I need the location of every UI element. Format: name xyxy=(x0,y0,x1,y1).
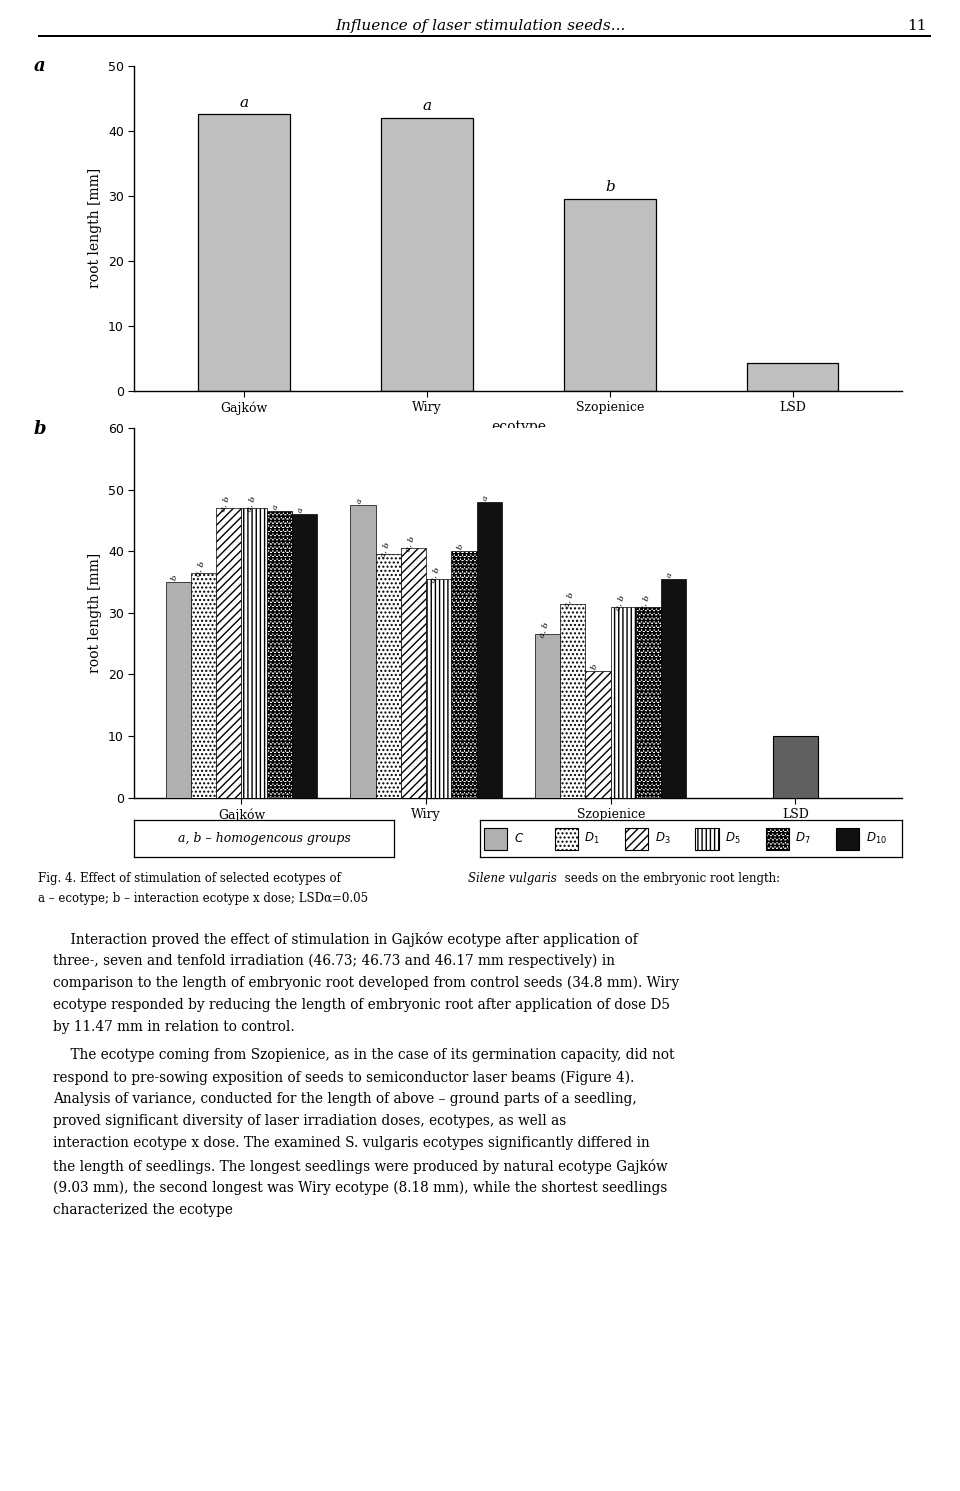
Text: Silene vulgaris: Silene vulgaris xyxy=(468,872,556,886)
Text: a: a xyxy=(481,494,490,501)
Text: a: a xyxy=(354,497,364,504)
Text: Fig. 4. Effect of stimulation of selected ecotypes of: Fig. 4. Effect of stimulation of selecte… xyxy=(38,872,345,886)
Text: proved significant diversity of laser irradiation doses, ecotypes, as well as: proved significant diversity of laser ir… xyxy=(53,1114,566,1129)
Bar xyxy=(555,828,578,850)
Text: a, b: a, b xyxy=(538,622,550,638)
Text: 11: 11 xyxy=(907,19,926,33)
Text: a, b: a, b xyxy=(403,535,416,553)
Bar xyxy=(561,604,586,798)
Bar xyxy=(242,508,267,798)
Bar xyxy=(766,828,789,850)
Text: a: a xyxy=(240,95,249,110)
Bar xyxy=(350,505,375,798)
Bar xyxy=(484,828,508,850)
X-axis label: ecotype: ecotype xyxy=(491,828,546,841)
Bar xyxy=(836,828,859,850)
Text: respond to pre-sowing exposition of seeds to semiconductor laser beams (Figure 4: respond to pre-sowing exposition of seed… xyxy=(53,1071,635,1084)
Text: ecotype responded by reducing the length of embryonic root after application of : ecotype responded by reducing the length… xyxy=(53,997,670,1012)
Text: comparison to the length of embryonic root developed from control seeds (34.8 mm: comparison to the length of embryonic ro… xyxy=(53,977,679,990)
Text: a, b – homogencous groups: a, b – homogencous groups xyxy=(178,832,350,845)
Bar xyxy=(381,118,472,391)
Text: a, b: a, b xyxy=(378,541,391,559)
Text: b: b xyxy=(455,543,465,550)
Text: a, b: a, b xyxy=(613,593,626,611)
Text: a: a xyxy=(34,57,45,75)
Bar xyxy=(292,514,317,798)
Bar xyxy=(747,362,838,391)
Text: a: a xyxy=(665,571,675,579)
Y-axis label: root length [mm]: root length [mm] xyxy=(88,168,103,288)
Text: a, b: a, b xyxy=(429,567,442,583)
Bar xyxy=(611,607,636,798)
Bar xyxy=(191,573,216,798)
Text: b: b xyxy=(589,663,599,671)
Text: $C$: $C$ xyxy=(514,832,524,845)
Text: b: b xyxy=(605,180,614,194)
Bar xyxy=(166,581,191,798)
Bar xyxy=(773,737,818,798)
Bar xyxy=(586,671,611,798)
Text: $D_3$: $D_3$ xyxy=(655,830,670,847)
Text: a, b: a, b xyxy=(244,495,256,513)
Text: a, b: a, b xyxy=(194,559,206,577)
Bar xyxy=(216,508,242,798)
Bar xyxy=(564,198,656,391)
Bar xyxy=(535,634,561,798)
Text: Analysis of variance, conducted for the length of above – ground parts of a seed: Analysis of variance, conducted for the … xyxy=(53,1093,636,1106)
Text: $D_5$: $D_5$ xyxy=(725,830,740,847)
Bar xyxy=(401,549,426,798)
Text: seeds on the embryonic root length:: seeds on the embryonic root length: xyxy=(561,872,780,886)
Text: a, b: a, b xyxy=(563,590,575,608)
Bar xyxy=(625,828,648,850)
Bar xyxy=(199,115,290,391)
Bar xyxy=(476,502,502,798)
Text: the length of seedlings. The longest seedlings were produced by natural ecotype : the length of seedlings. The longest see… xyxy=(53,1159,667,1173)
Text: a: a xyxy=(271,502,280,510)
Text: b: b xyxy=(34,420,46,438)
Text: Interaction proved the effect of stimulation in Gajków ecotype after application: Interaction proved the effect of stimula… xyxy=(53,932,637,947)
Text: b: b xyxy=(170,574,180,581)
Bar xyxy=(267,511,292,798)
Bar xyxy=(695,828,719,850)
Text: $D_{10}$: $D_{10}$ xyxy=(866,830,887,847)
Text: a – ecotype; b – interaction ecotype x dose; LSDα=0.05: a – ecotype; b – interaction ecotype x d… xyxy=(38,892,369,905)
Text: The ecotype coming from Szopienice, as in the case of its germination capacity, : The ecotype coming from Szopienice, as i… xyxy=(53,1048,674,1062)
Text: Influence of laser stimulation seeds...: Influence of laser stimulation seeds... xyxy=(335,19,625,33)
Text: $D_1$: $D_1$ xyxy=(585,830,600,847)
Text: a, b: a, b xyxy=(219,495,231,513)
Bar xyxy=(375,555,401,798)
Text: a, b: a, b xyxy=(638,593,651,611)
Bar xyxy=(451,552,476,798)
Text: a: a xyxy=(422,98,432,113)
Bar xyxy=(426,579,451,798)
Text: characterized the ecotype: characterized the ecotype xyxy=(53,1203,232,1217)
Bar xyxy=(661,579,686,798)
Text: a: a xyxy=(297,507,305,513)
Text: by 11.47 mm in relation to control.: by 11.47 mm in relation to control. xyxy=(53,1020,295,1035)
X-axis label: ecotype: ecotype xyxy=(491,420,546,434)
Text: three-, seven and tenfold irradiation (46.73; 46.73 and 46.17 mm respectively) i: three-, seven and tenfold irradiation (4… xyxy=(53,954,614,968)
Bar xyxy=(636,607,661,798)
Text: (9.03 mm), the second longest was Wiry ecotype (8.18 mm), while the shortest see: (9.03 mm), the second longest was Wiry e… xyxy=(53,1181,667,1194)
Y-axis label: root length [mm]: root length [mm] xyxy=(88,553,103,672)
Text: interaction ecotype x dose. The examined S. vulgaris ecotypes significantly diff: interaction ecotype x dose. The examined… xyxy=(53,1136,650,1151)
Text: $D_7$: $D_7$ xyxy=(796,830,811,847)
